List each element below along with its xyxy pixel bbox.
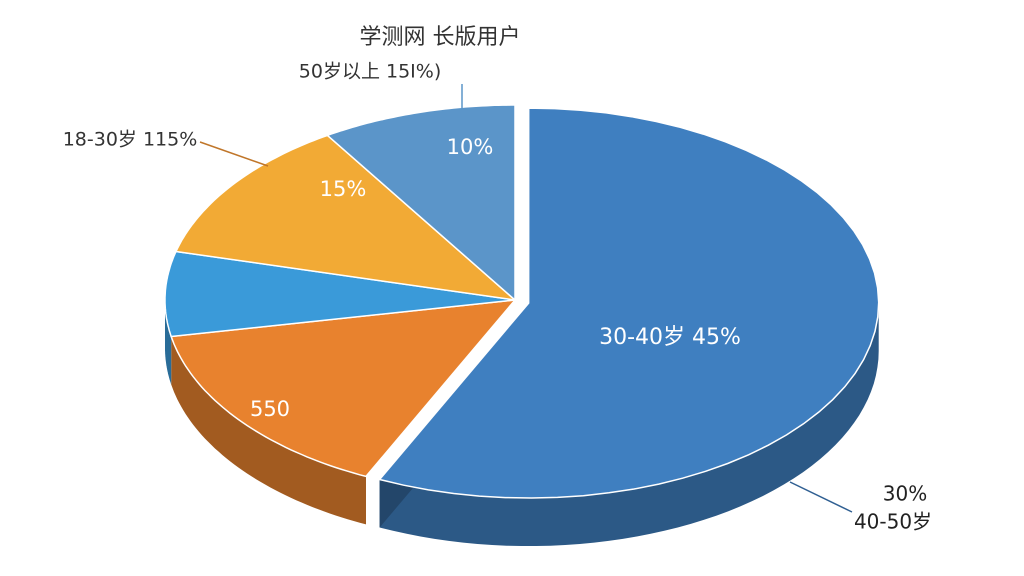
- slice: [378, 107, 880, 499]
- slice-side: [379, 303, 879, 546]
- slice: [174, 134, 518, 302]
- annotation: 30%: [883, 482, 927, 506]
- annotation: 18-30岁 115%: [63, 129, 198, 151]
- chart-title: 学测网 长版用户: [360, 25, 521, 50]
- leader-line: [789, 481, 853, 513]
- annotation: 40-50岁: [854, 510, 932, 534]
- slice: [326, 104, 516, 302]
- annotation: 10%: [447, 135, 494, 159]
- annotation: 550: [250, 397, 290, 421]
- annotation: 50岁以上 15I%): [299, 61, 441, 83]
- slice: [164, 250, 516, 338]
- pie: [164, 104, 880, 546]
- slice: [170, 299, 517, 478]
- slice-side: [171, 336, 366, 525]
- annotation: 15%: [320, 177, 367, 201]
- annotation: 30-40岁 45%: [599, 325, 741, 350]
- leader-line: [199, 141, 269, 167]
